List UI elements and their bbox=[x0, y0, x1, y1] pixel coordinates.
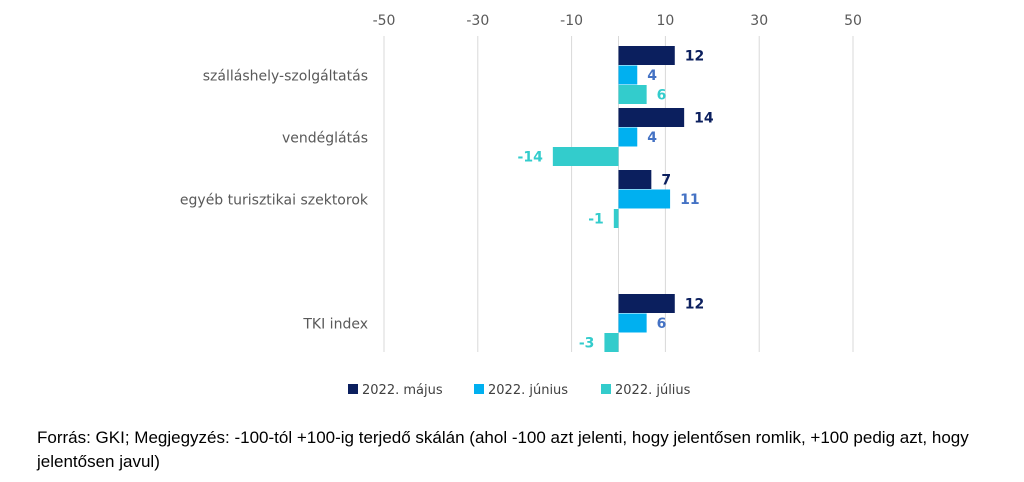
data-label: -1 bbox=[588, 212, 604, 228]
legend-label: 2022. május bbox=[362, 383, 443, 398]
bar bbox=[618, 46, 675, 65]
category-label: TKI index bbox=[302, 316, 368, 332]
x-tick-label: 50 bbox=[844, 13, 862, 29]
bar bbox=[618, 85, 647, 104]
legend-label: 2022. július bbox=[615, 383, 691, 398]
data-label: -3 bbox=[579, 336, 595, 352]
legend-swatch bbox=[348, 384, 358, 394]
legend-label: 2022. június bbox=[488, 383, 568, 398]
bar bbox=[618, 108, 685, 127]
bar bbox=[604, 333, 619, 352]
data-label: 6 bbox=[657, 316, 667, 332]
data-label: 4 bbox=[647, 68, 657, 84]
data-label: 7 bbox=[661, 173, 671, 189]
bar bbox=[552, 147, 619, 166]
data-label: 11 bbox=[680, 192, 699, 208]
legend-swatch bbox=[474, 384, 484, 394]
data-label: 14 bbox=[694, 111, 714, 127]
bar bbox=[618, 189, 671, 209]
data-label: 12 bbox=[685, 49, 704, 65]
category-labels: szálláshely-szolgáltatás vendéglátás egyéb… bbox=[180, 68, 369, 332]
category-label: vendéglátás bbox=[282, 130, 368, 146]
gridlines bbox=[383, 36, 854, 352]
x-axis-ticks: -50 -30 -10 10 30 50 bbox=[373, 13, 862, 29]
x-tick-label: 10 bbox=[656, 13, 674, 29]
bar bbox=[618, 127, 638, 147]
bar bbox=[618, 170, 652, 189]
data-label: 6 bbox=[657, 88, 667, 104]
x-tick-label: -30 bbox=[466, 13, 489, 29]
bar bbox=[618, 294, 675, 313]
bar bbox=[618, 313, 647, 333]
bar bbox=[618, 65, 638, 85]
data-label: 4 bbox=[647, 130, 657, 146]
bars bbox=[552, 46, 685, 352]
category-label: egyéb turisztikai szektorok bbox=[180, 192, 369, 208]
x-tick-label: 30 bbox=[750, 13, 768, 29]
data-label: 12 bbox=[685, 297, 704, 313]
x-tick-label: -10 bbox=[560, 13, 583, 29]
category-label: szálláshely-szolgáltatás bbox=[203, 68, 368, 84]
data-label: -14 bbox=[518, 150, 544, 166]
source-note: Forrás: GKI; Megjegyzés: -100-tól +100-i… bbox=[37, 428, 969, 471]
bar bbox=[613, 209, 619, 228]
bar-chart: -50 -30 -10 10 30 50 szálláshely-szolgáltatás… bbox=[180, 13, 862, 398]
x-tick-label: -50 bbox=[373, 13, 396, 29]
legend: 2022. május 2022. június 2022. július bbox=[348, 383, 691, 398]
legend-swatch bbox=[601, 384, 611, 394]
